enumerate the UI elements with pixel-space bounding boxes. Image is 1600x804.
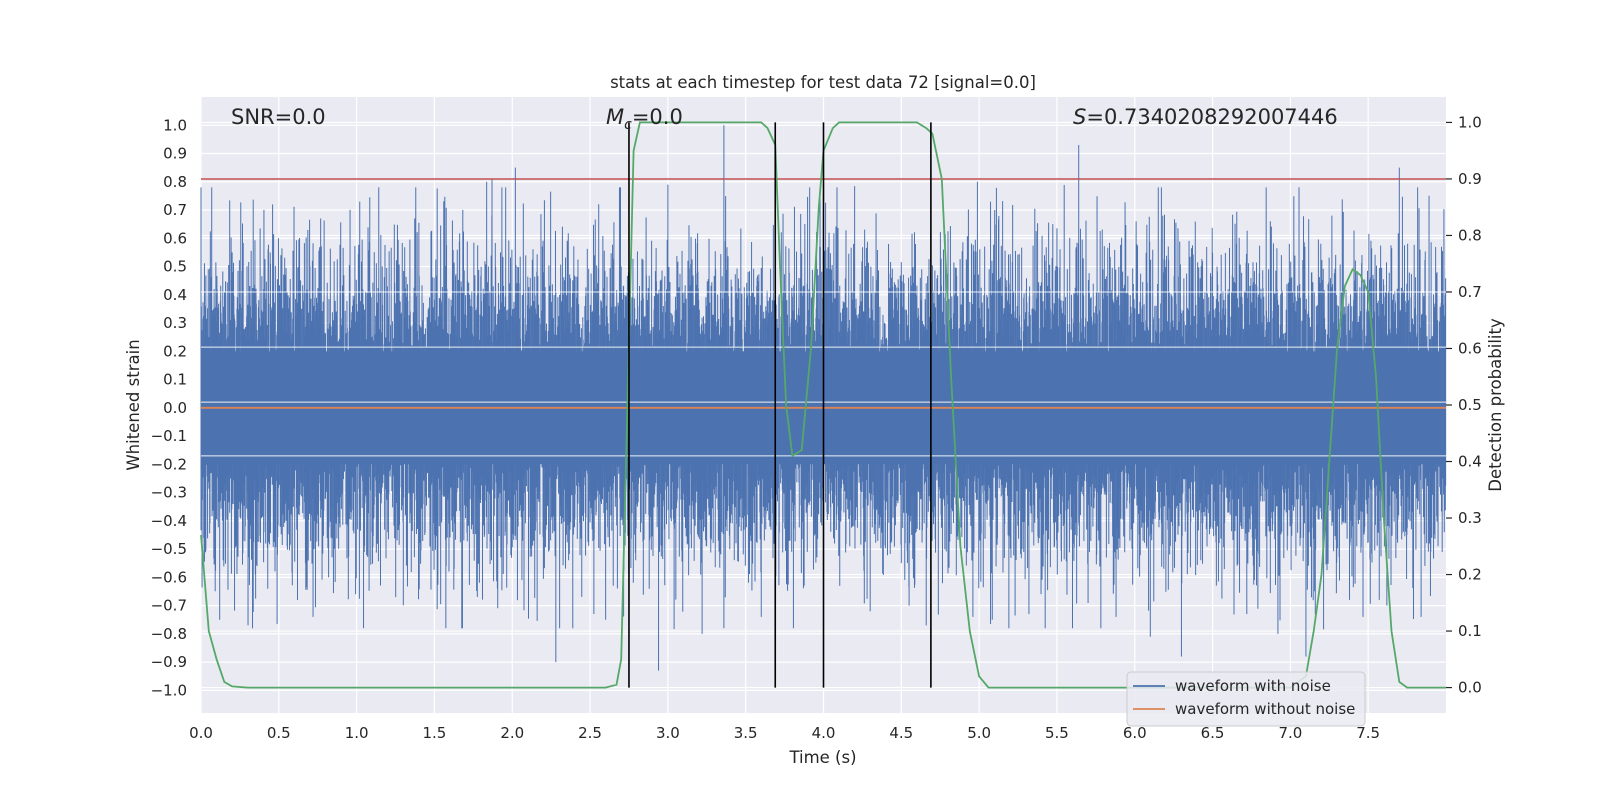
left-y-tick-label-13: 0.3 (163, 314, 187, 332)
left-y-tick-label-1: −0.9 (151, 653, 187, 671)
x-tick-label-1: 0.5 (267, 724, 291, 742)
x-tick-label-0: 0.0 (189, 724, 213, 742)
left-y-tick-label-2: −0.8 (151, 625, 187, 643)
chirp-mass-subscript: c (624, 117, 632, 133)
right-y-tick-label-8: 0.8 (1458, 226, 1482, 244)
left-y-tick-label-18: 0.8 (163, 173, 187, 191)
left-y-axis-ticks: −1.0 −0.9 −0.8 −0.7 −0.6 −0.5 −0.4 −0.3 −0.2 −0.1… (151, 116, 187, 699)
left-y-tick-label-10: 0.0 (163, 399, 187, 417)
left-y-tick-label-6: −0.4 (151, 512, 187, 530)
left-y-tick-label-5: −0.5 (151, 540, 187, 558)
legend-box (1126, 671, 1366, 727)
right-y-tick-label-0: 0.0 (1458, 679, 1482, 697)
legend: waveform with noise waveform without noi… (1126, 671, 1366, 727)
x-tick-label-11: 5.5 (1045, 724, 1069, 742)
right-y-tick-label-4: 0.4 (1458, 453, 1482, 471)
x-tick-label-6: 3.0 (656, 724, 680, 742)
left-y-tick-label-19: 0.9 (163, 145, 187, 163)
right-y-tick-label-6: 0.6 (1458, 339, 1482, 357)
left-y-tick-label-12: 0.2 (163, 342, 187, 360)
right-y-tick-label-10: 1.0 (1458, 113, 1482, 131)
legend-label-noise: waveform with noise (1175, 677, 1331, 695)
right-y-tick-label-9: 0.9 (1458, 170, 1482, 188)
left-y-tick-label-20: 1.0 (163, 116, 187, 134)
left-y-tick-label-8: −0.2 (151, 455, 187, 473)
x-axis-label: Time (s) (788, 748, 856, 767)
right-y-axis-label: Detection probability (1486, 318, 1505, 492)
score-value: =0.7340208292007446 (1086, 105, 1337, 129)
left-y-tick-label-17: 0.7 (163, 201, 187, 219)
left-y-tick-label-3: −0.7 (151, 597, 187, 615)
snr-annotation: SNR=0.0 (231, 105, 326, 129)
detection-probability-line (200, 121, 1446, 689)
left-y-tick-label-14: 0.4 (163, 286, 187, 304)
x-tick-label-5: 2.5 (578, 724, 602, 742)
score-annotation: S=0.7340208292007446 (1073, 105, 1338, 129)
x-tick-label-10: 5.0 (967, 724, 991, 742)
right-y-tick-label-3: 0.3 (1458, 509, 1482, 527)
left-y-tick-label-16: 0.6 (163, 229, 187, 247)
chirp-mass-value: =0.0 (632, 105, 683, 129)
left-y-tick-label-11: 0.1 (163, 371, 187, 389)
right-y-tick-label-2: 0.2 (1458, 566, 1482, 584)
left-y-tick-label-0: −1.0 (151, 681, 187, 699)
chart-title: stats at each timestep for test data 72 … (610, 73, 1036, 92)
right-y-tick-label-1: 0.1 (1458, 622, 1482, 640)
chirp-mass-annotation: Mc=0.0 (606, 105, 683, 133)
x-tick-label-14: 7.0 (1278, 724, 1302, 742)
x-tick-label-3: 1.5 (423, 724, 447, 742)
x-tick-label-9: 4.5 (889, 724, 913, 742)
x-tick-label-12: 6.0 (1123, 724, 1147, 742)
left-y-tick-label-7: −0.3 (151, 484, 187, 502)
x-tick-label-4: 2.0 (500, 724, 524, 742)
x-tick-label-13: 6.5 (1201, 724, 1225, 742)
x-tick-label-2: 1.0 (345, 724, 369, 742)
left-y-tick-label-15: 0.5 (163, 258, 187, 276)
x-tick-label-7: 3.5 (734, 724, 758, 742)
x-tick-label-15: 7.5 (1356, 724, 1380, 742)
right-y-axis-ticks: 0.0 0.1 0.2 0.3 0.4 0.5 0.6 0.7 0.8 0.9 1.0 (1446, 113, 1482, 697)
right-y-tick-label-5: 0.5 (1458, 396, 1482, 414)
chirp-mass-symbol: M (606, 105, 624, 129)
left-y-axis-label: Whitened strain (124, 339, 143, 470)
x-axis-ticks: 0.0 0.5 1.0 1.5 2.0 2.5 3.0 3.5 4.0 4.5 5.0 5.5 6.0 6… (189, 724, 1380, 742)
legend-label-clean: waveform without noise (1175, 700, 1355, 718)
right-y-tick-label-7: 0.7 (1458, 283, 1482, 301)
left-y-tick-label-9: −0.1 (151, 427, 187, 445)
x-tick-label-8: 4.0 (812, 724, 836, 742)
left-y-tick-label-4: −0.6 (151, 568, 187, 586)
score-symbol: S (1073, 105, 1086, 129)
event-lines (628, 122, 932, 688)
